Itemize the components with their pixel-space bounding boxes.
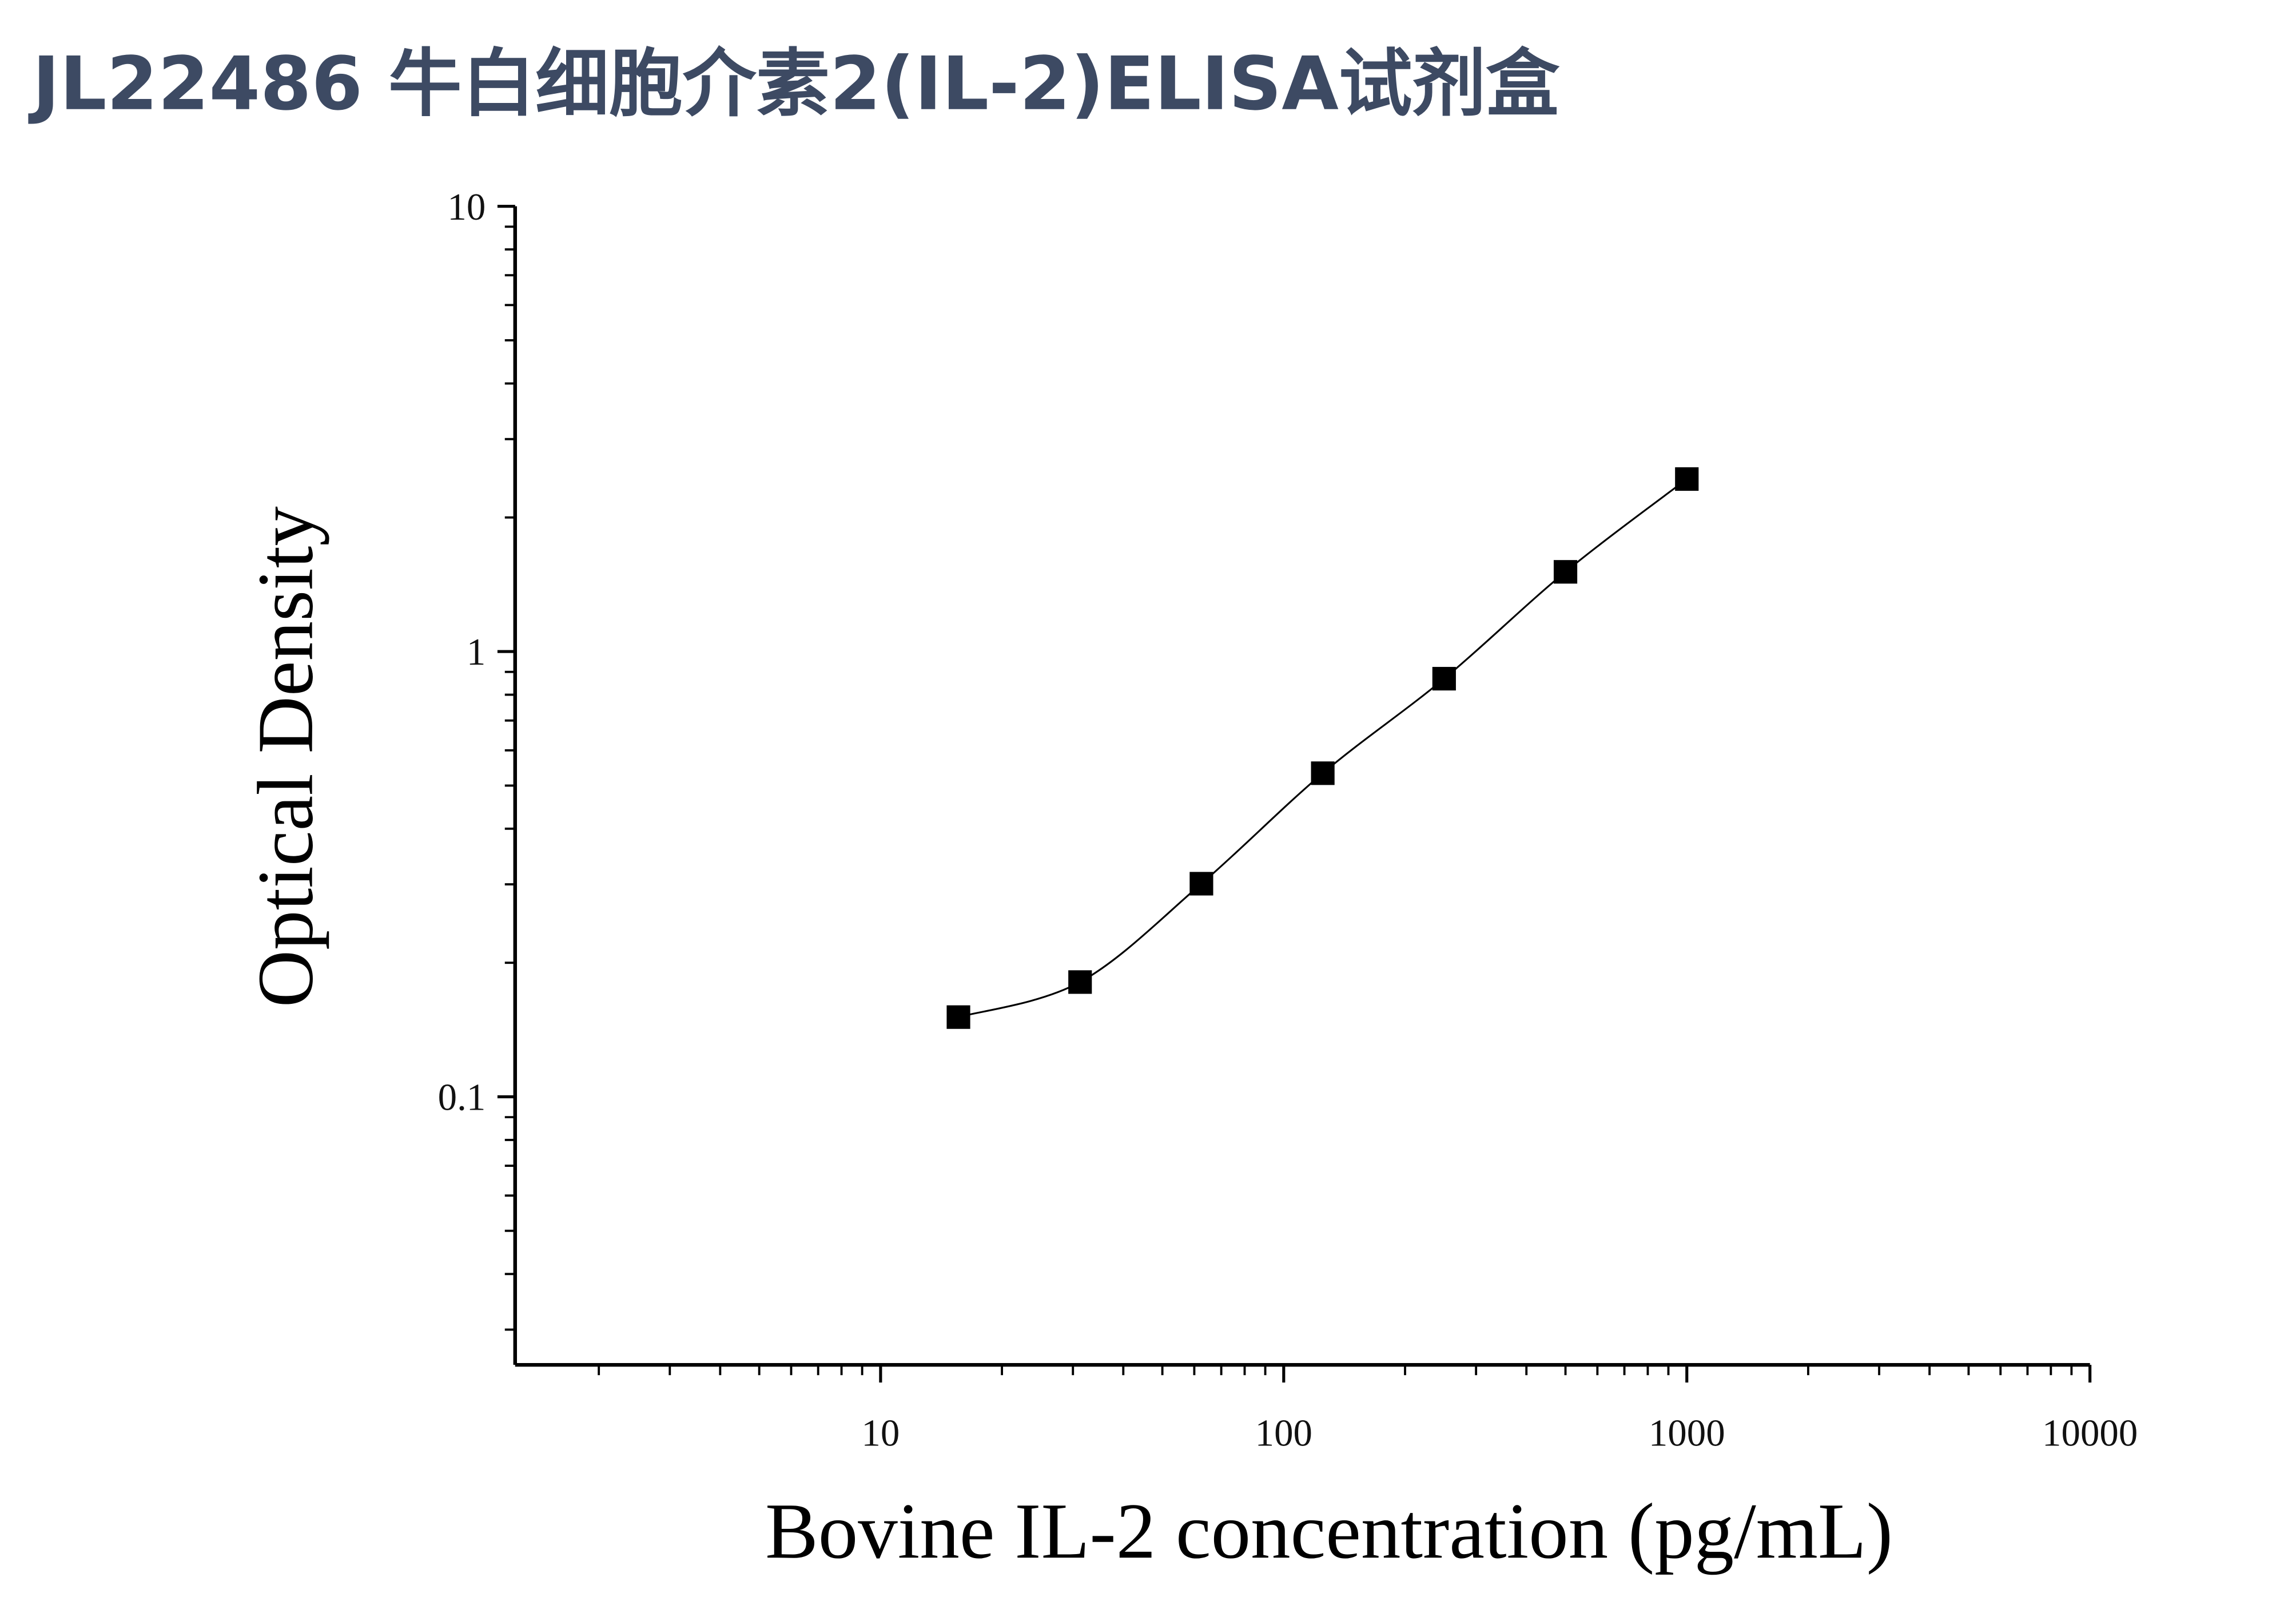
y-axis-label: Optical Density [242, 506, 330, 1007]
data-point [1311, 761, 1335, 785]
x-tick-label: 10 [861, 1412, 900, 1455]
data-point [1189, 872, 1213, 896]
x-tick-label: 10000 [2042, 1412, 2138, 1455]
x-tick-label: 1000 [1649, 1412, 1725, 1455]
data-point [946, 1005, 970, 1029]
chart-title: JL22486 牛白细胞介素2(IL-2)ELISA试剂盒 [28, 42, 1561, 127]
data-point [1432, 666, 1456, 691]
data-point [1675, 467, 1699, 491]
y-tick-label: 0.1 [438, 1076, 486, 1119]
y-tick-label: 1 [467, 631, 486, 673]
data-point [1068, 970, 1092, 994]
x-axis-label: Bovine IL-2 concentration (pg/mL) [765, 1487, 1893, 1575]
x-tick-label: 100 [1255, 1412, 1312, 1455]
data-point [1553, 560, 1578, 584]
y-tick-label: 10 [447, 186, 486, 228]
